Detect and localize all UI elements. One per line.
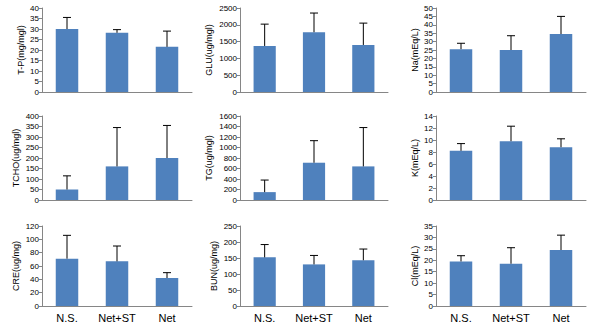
svg-text:0: 0 xyxy=(233,302,238,311)
svg-text:80: 80 xyxy=(30,248,39,257)
svg-text:0: 0 xyxy=(429,302,434,311)
svg-text:0: 0 xyxy=(429,196,434,205)
svg-text:1500: 1500 xyxy=(219,37,237,46)
svg-text:5: 5 xyxy=(429,290,434,299)
svg-text:0: 0 xyxy=(35,196,40,205)
svg-text:100: 100 xyxy=(224,270,238,279)
svg-text:25: 25 xyxy=(30,35,39,44)
svg-text:0: 0 xyxy=(35,88,40,97)
svg-text:Net+ST: Net+ST xyxy=(295,312,333,324)
svg-text:25: 25 xyxy=(424,46,433,55)
svg-text:50: 50 xyxy=(424,4,433,13)
svg-text:1600: 1600 xyxy=(219,112,237,121)
svg-text:10: 10 xyxy=(424,136,433,145)
svg-text:K(mEq/L): K(mEq/L) xyxy=(410,139,420,177)
svg-text:300: 300 xyxy=(26,133,40,142)
svg-text:4: 4 xyxy=(429,172,434,181)
svg-text:10: 10 xyxy=(30,67,39,76)
svg-text:0: 0 xyxy=(429,88,434,97)
svg-text:60: 60 xyxy=(30,262,39,271)
svg-text:12: 12 xyxy=(424,124,433,133)
svg-text:TCHO(ug/mgl): TCHO(ug/mgl) xyxy=(11,129,21,188)
svg-text:200: 200 xyxy=(26,154,40,163)
svg-text:N.S.: N.S. xyxy=(56,312,77,324)
svg-text:8: 8 xyxy=(429,148,434,157)
svg-text:400: 400 xyxy=(224,175,238,184)
svg-text:100: 100 xyxy=(26,235,40,244)
svg-text:400: 400 xyxy=(26,112,40,121)
svg-text:35: 35 xyxy=(30,14,39,23)
svg-text:TG(ug/mgl): TG(ug/mgl) xyxy=(204,135,214,181)
svg-text:2000: 2000 xyxy=(219,20,237,29)
svg-text:50: 50 xyxy=(228,286,237,295)
svg-text:15: 15 xyxy=(424,62,433,71)
svg-text:35: 35 xyxy=(424,222,433,231)
svg-text:150: 150 xyxy=(224,254,238,263)
svg-text:30: 30 xyxy=(30,25,39,34)
svg-text:10: 10 xyxy=(424,71,433,80)
svg-text:800: 800 xyxy=(224,154,238,163)
svg-text:6: 6 xyxy=(429,160,434,169)
svg-text:250: 250 xyxy=(26,143,40,152)
svg-text:45: 45 xyxy=(424,12,433,21)
svg-text:Cl(mEq/L): Cl(mEq/L) xyxy=(410,246,420,287)
svg-text:N.S.: N.S. xyxy=(450,312,471,324)
svg-text:200: 200 xyxy=(224,238,238,247)
svg-text:100: 100 xyxy=(26,175,40,184)
svg-text:GLU(ug/mgl): GLU(ug/mgl) xyxy=(204,24,214,76)
svg-text:40: 40 xyxy=(30,4,39,13)
svg-text:20: 20 xyxy=(424,256,433,265)
svg-text:250: 250 xyxy=(224,222,238,231)
svg-text:2500: 2500 xyxy=(219,4,237,13)
svg-text:CRE(ug/mg): CRE(ug/mg) xyxy=(11,241,21,291)
svg-text:20: 20 xyxy=(424,54,433,63)
svg-text:1000: 1000 xyxy=(219,54,237,63)
svg-text:40: 40 xyxy=(424,20,433,29)
svg-text:Net: Net xyxy=(552,312,569,324)
svg-text:50: 50 xyxy=(30,185,39,194)
svg-text:5: 5 xyxy=(429,79,434,88)
svg-text:600: 600 xyxy=(224,164,238,173)
svg-text:Na(mEq/L): Na(mEq/L) xyxy=(410,28,420,72)
svg-text:N.S.: N.S. xyxy=(254,312,275,324)
svg-text:40: 40 xyxy=(30,275,39,284)
svg-text:BUN(ug/mg): BUN(ug/mg) xyxy=(209,241,219,291)
svg-text:Net+ST: Net+ST xyxy=(98,312,136,324)
svg-text:Net: Net xyxy=(158,312,175,324)
svg-text:10: 10 xyxy=(424,279,433,288)
svg-text:T-P(mg/mgl): T-P(mg/mgl) xyxy=(16,25,26,75)
svg-text:20: 20 xyxy=(30,288,39,297)
svg-text:1200: 1200 xyxy=(219,133,237,142)
svg-text:0: 0 xyxy=(35,302,40,311)
svg-text:30: 30 xyxy=(424,37,433,46)
svg-text:500: 500 xyxy=(224,71,238,80)
svg-text:5: 5 xyxy=(35,77,40,86)
svg-text:30: 30 xyxy=(424,233,433,242)
svg-text:20: 20 xyxy=(30,46,39,55)
svg-text:0: 0 xyxy=(233,196,238,205)
svg-text:0: 0 xyxy=(233,88,238,97)
svg-text:120: 120 xyxy=(26,222,40,231)
svg-text:25: 25 xyxy=(424,244,433,253)
svg-text:14: 14 xyxy=(424,112,433,121)
svg-text:1000: 1000 xyxy=(219,143,237,152)
svg-text:35: 35 xyxy=(424,29,433,38)
svg-text:200: 200 xyxy=(224,185,238,194)
svg-text:Net+ST: Net+ST xyxy=(492,312,530,324)
svg-text:15: 15 xyxy=(424,267,433,276)
svg-text:350: 350 xyxy=(26,122,40,131)
svg-text:150: 150 xyxy=(26,164,40,173)
svg-text:15: 15 xyxy=(30,56,39,65)
svg-text:1400: 1400 xyxy=(219,122,237,131)
svg-text:2: 2 xyxy=(429,184,434,193)
svg-text:Net: Net xyxy=(355,312,372,324)
